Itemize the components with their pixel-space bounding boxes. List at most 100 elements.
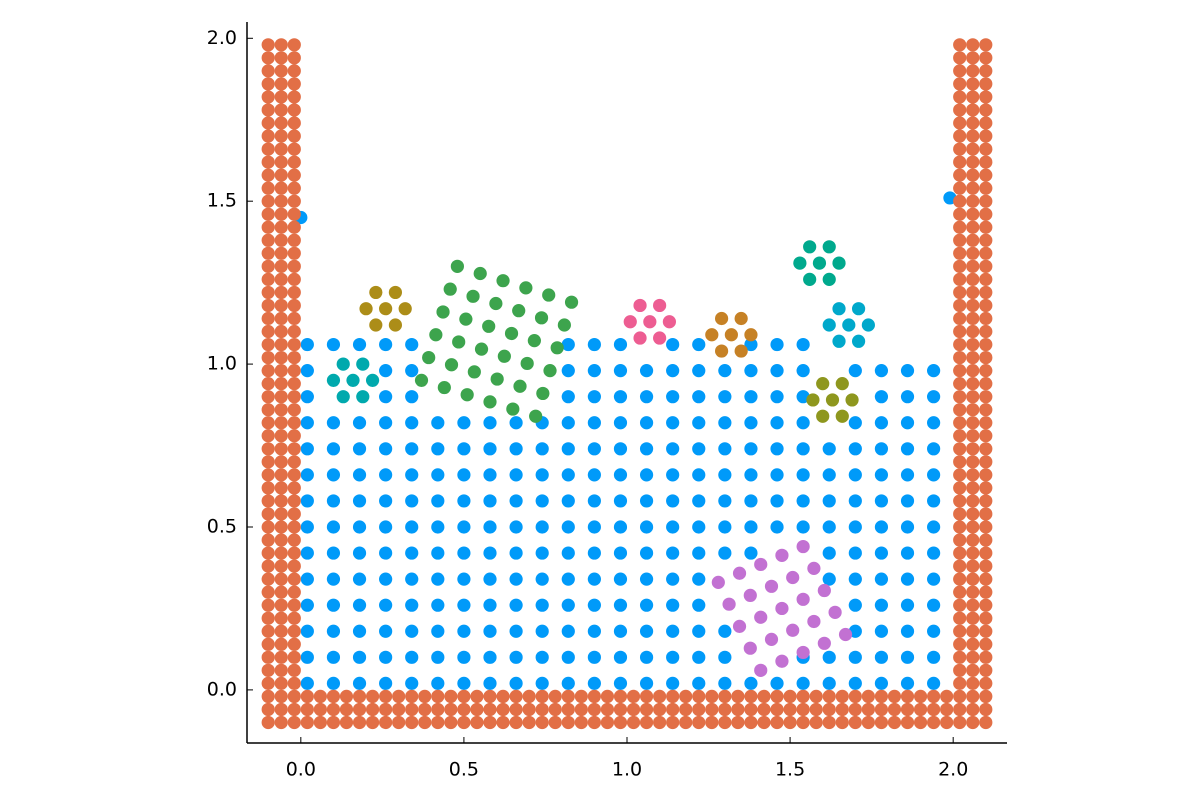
point: [874, 715, 889, 730]
point: [274, 611, 288, 625]
point: [405, 337, 419, 352]
point: [692, 520, 706, 534]
point: [845, 393, 859, 407]
point: [653, 331, 667, 345]
point: [639, 416, 654, 430]
point: [509, 416, 523, 430]
point: [817, 636, 831, 650]
point: [979, 481, 993, 495]
point: [379, 624, 393, 638]
point: [887, 702, 902, 717]
point: [274, 377, 288, 391]
point: [900, 390, 915, 404]
point: [848, 689, 862, 704]
point: [356, 357, 370, 371]
point: [848, 546, 862, 560]
point: [287, 520, 301, 534]
point: [966, 429, 980, 443]
point: [405, 442, 419, 456]
point: [666, 442, 680, 456]
point: [874, 689, 889, 704]
point: [953, 337, 967, 352]
point: [966, 611, 980, 625]
point: [261, 676, 275, 690]
point: [966, 637, 980, 651]
point: [966, 377, 980, 391]
point: [817, 583, 831, 598]
point: [613, 572, 628, 586]
point: [274, 38, 288, 52]
point: [431, 676, 445, 690]
point: [587, 416, 601, 430]
point: [966, 207, 980, 221]
point: [509, 546, 523, 560]
point: [261, 572, 275, 586]
point: [953, 455, 967, 469]
point: [940, 702, 954, 717]
point: [274, 507, 288, 521]
point: [274, 676, 288, 690]
point: [613, 546, 628, 560]
point: [979, 494, 993, 508]
point: [979, 598, 993, 612]
point: [444, 358, 459, 372]
point: [953, 181, 967, 195]
point: [633, 331, 647, 345]
point: [927, 572, 941, 586]
point: [770, 390, 784, 404]
point: [718, 442, 732, 456]
point: [966, 364, 980, 378]
point: [953, 676, 967, 690]
point: [953, 520, 967, 534]
point: [548, 715, 562, 730]
point: [626, 702, 641, 717]
point: [534, 311, 549, 325]
point: [274, 324, 288, 339]
point: [662, 315, 677, 329]
point: [796, 520, 810, 534]
point: [274, 116, 288, 130]
point: [966, 181, 980, 195]
point: [287, 689, 301, 704]
point: [718, 650, 732, 664]
point: [550, 341, 564, 355]
point: [927, 676, 941, 690]
point: [352, 337, 367, 352]
point: [705, 328, 719, 342]
point: [261, 77, 275, 91]
point: [287, 702, 301, 717]
point: [796, 715, 810, 730]
point: [679, 715, 693, 730]
point: [732, 566, 747, 580]
point: [300, 390, 314, 404]
point: [809, 715, 823, 730]
point: [542, 288, 556, 302]
point: [587, 442, 601, 456]
point: [966, 350, 980, 365]
point: [639, 572, 654, 586]
point: [365, 689, 380, 704]
point: [522, 689, 536, 704]
point: [346, 373, 360, 387]
point: [927, 546, 941, 560]
point: [806, 393, 820, 407]
point: [744, 442, 758, 456]
point: [496, 689, 510, 704]
point: [326, 650, 341, 664]
point: [822, 494, 836, 508]
point: [666, 572, 680, 586]
point: [287, 77, 301, 91]
point: [966, 337, 980, 352]
point: [966, 416, 980, 430]
point: [457, 546, 471, 560]
point: [966, 129, 980, 143]
point: [274, 546, 288, 560]
point: [512, 304, 526, 318]
point: [666, 416, 680, 430]
point: [874, 624, 889, 638]
point: [369, 285, 383, 300]
point: [613, 676, 628, 690]
point: [261, 311, 275, 326]
point: [431, 494, 445, 508]
point: [848, 572, 862, 586]
